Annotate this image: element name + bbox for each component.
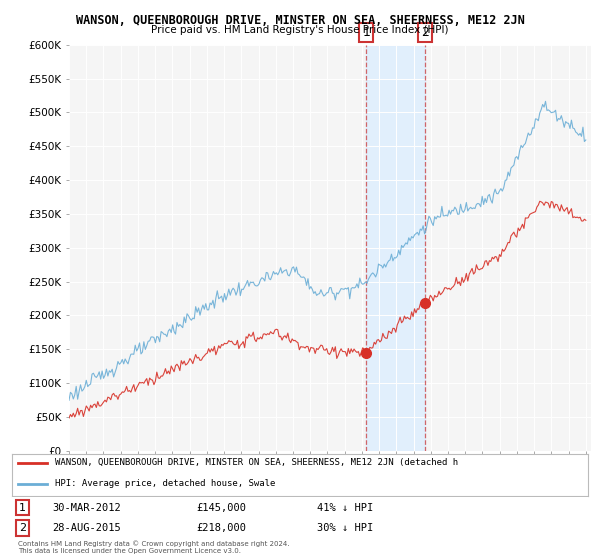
Text: 30-MAR-2012: 30-MAR-2012: [52, 503, 121, 512]
Text: 28-AUG-2015: 28-AUG-2015: [52, 523, 121, 533]
Text: Price paid vs. HM Land Registry's House Price Index (HPI): Price paid vs. HM Land Registry's House …: [151, 25, 449, 35]
Text: 2: 2: [421, 26, 428, 39]
Text: 41% ↓ HPI: 41% ↓ HPI: [317, 503, 374, 512]
Text: WANSON, QUEENBOROUGH DRIVE, MINSTER ON SEA, SHEERNESS, ME12 2JN (detached h: WANSON, QUEENBOROUGH DRIVE, MINSTER ON S…: [55, 458, 458, 468]
Text: Contains HM Land Registry data © Crown copyright and database right 2024.
This d: Contains HM Land Registry data © Crown c…: [18, 540, 289, 554]
Text: 2: 2: [19, 523, 26, 533]
Bar: [366, 45, 425, 451]
Text: £145,000: £145,000: [196, 503, 247, 512]
Text: 30% ↓ HPI: 30% ↓ HPI: [317, 523, 374, 533]
Text: 1: 1: [19, 503, 26, 512]
Text: £218,000: £218,000: [196, 523, 247, 533]
Text: 1: 1: [362, 26, 370, 39]
Text: WANSON, QUEENBOROUGH DRIVE, MINSTER ON SEA, SHEERNESS, ME12 2JN: WANSON, QUEENBOROUGH DRIVE, MINSTER ON S…: [76, 14, 524, 27]
Text: HPI: Average price, detached house, Swale: HPI: Average price, detached house, Swal…: [55, 479, 275, 488]
